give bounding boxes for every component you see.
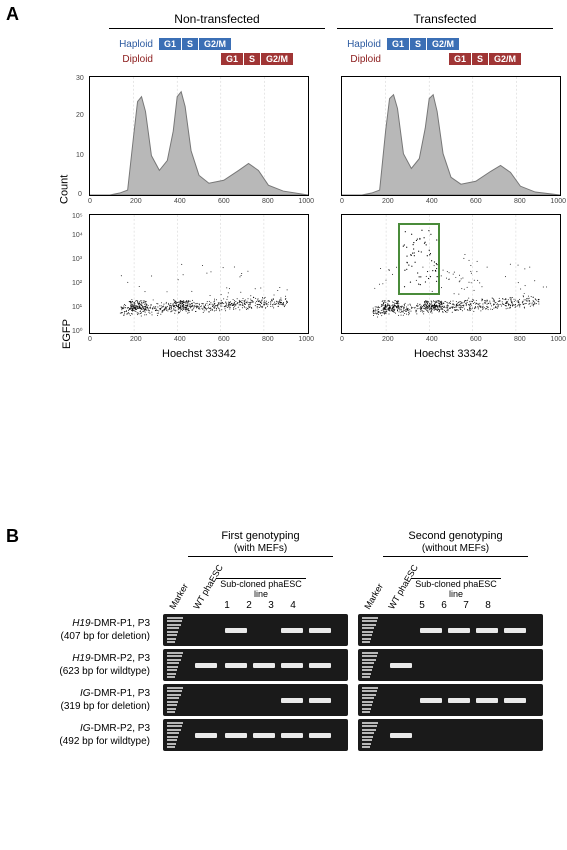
gel-image (358, 684, 543, 716)
diploid-label-r: Diploid (337, 54, 387, 65)
haploid-label-r: Haploid (337, 39, 387, 50)
lane-marker: Marker (167, 585, 188, 611)
gel-row: IG-DMR-P2, P3(492 bp for wildtype) (8, 719, 559, 751)
gel-image (163, 719, 348, 751)
y-label-count: Count (59, 175, 71, 204)
diploid-label: Diploid (109, 54, 159, 65)
phase-g1-d: G1 (221, 53, 243, 65)
scatter-nontransfected: 02004006008001000 10⁰10¹10²10³10⁴10⁵ (89, 214, 309, 334)
col-header-transfected: Transfected (337, 12, 553, 29)
gel-row: IG-DMR-P1, P3(319 bp for deletion) (8, 684, 559, 716)
phase-legend-left: Haploid G1SG2/M Diploid G1SG2/M (109, 29, 325, 68)
gel-image (163, 649, 348, 681)
gel-image (163, 614, 348, 646)
gel-image (163, 684, 348, 716)
panel-b: First genotyping(with MEFs) Second genot… (8, 530, 559, 754)
phase-g2m-d: G2/M (261, 53, 293, 65)
col-header-nontransfected: Non-transfected (109, 12, 325, 29)
gate-box (398, 223, 440, 295)
gel-header-1: First genotyping(with MEFs) (168, 530, 353, 561)
phase-legend-right: Haploid G1SG2/M Diploid G1SG2/M (337, 29, 553, 68)
gel-image (358, 649, 543, 681)
histogram-transfected: 02004006008001000 (341, 76, 561, 196)
gel-header-2: Second genotyping(without MEFs) (363, 530, 548, 561)
gel-row: H19-DMR-P1, P3(407 bp for deletion) (8, 614, 559, 646)
gel-image (358, 614, 543, 646)
x-label-right: Hoechst 33342 (341, 348, 561, 360)
phase-s: S (182, 38, 198, 50)
phase-s-d: S (244, 53, 260, 65)
haploid-label: Haploid (109, 39, 159, 50)
gel-image (358, 719, 543, 751)
phase-g2m: G2/M (199, 38, 231, 50)
x-label-left: Hoechst 33342 (89, 348, 309, 360)
subclone-title: Sub-cloned phaESC line (216, 578, 306, 599)
lane-wt: WT phaESC (191, 585, 212, 611)
histogram-nontransfected: 02004006008001000 0102030 (89, 76, 309, 196)
panel-a: Non-transfected Transfected Haploid G1SG… (8, 8, 559, 360)
phase-g1: G1 (159, 38, 181, 50)
scatter-transfected: 02004006008001000 (341, 214, 561, 334)
gel-row: H19-DMR-P2, P3(623 bp for wildtype) (8, 649, 559, 681)
